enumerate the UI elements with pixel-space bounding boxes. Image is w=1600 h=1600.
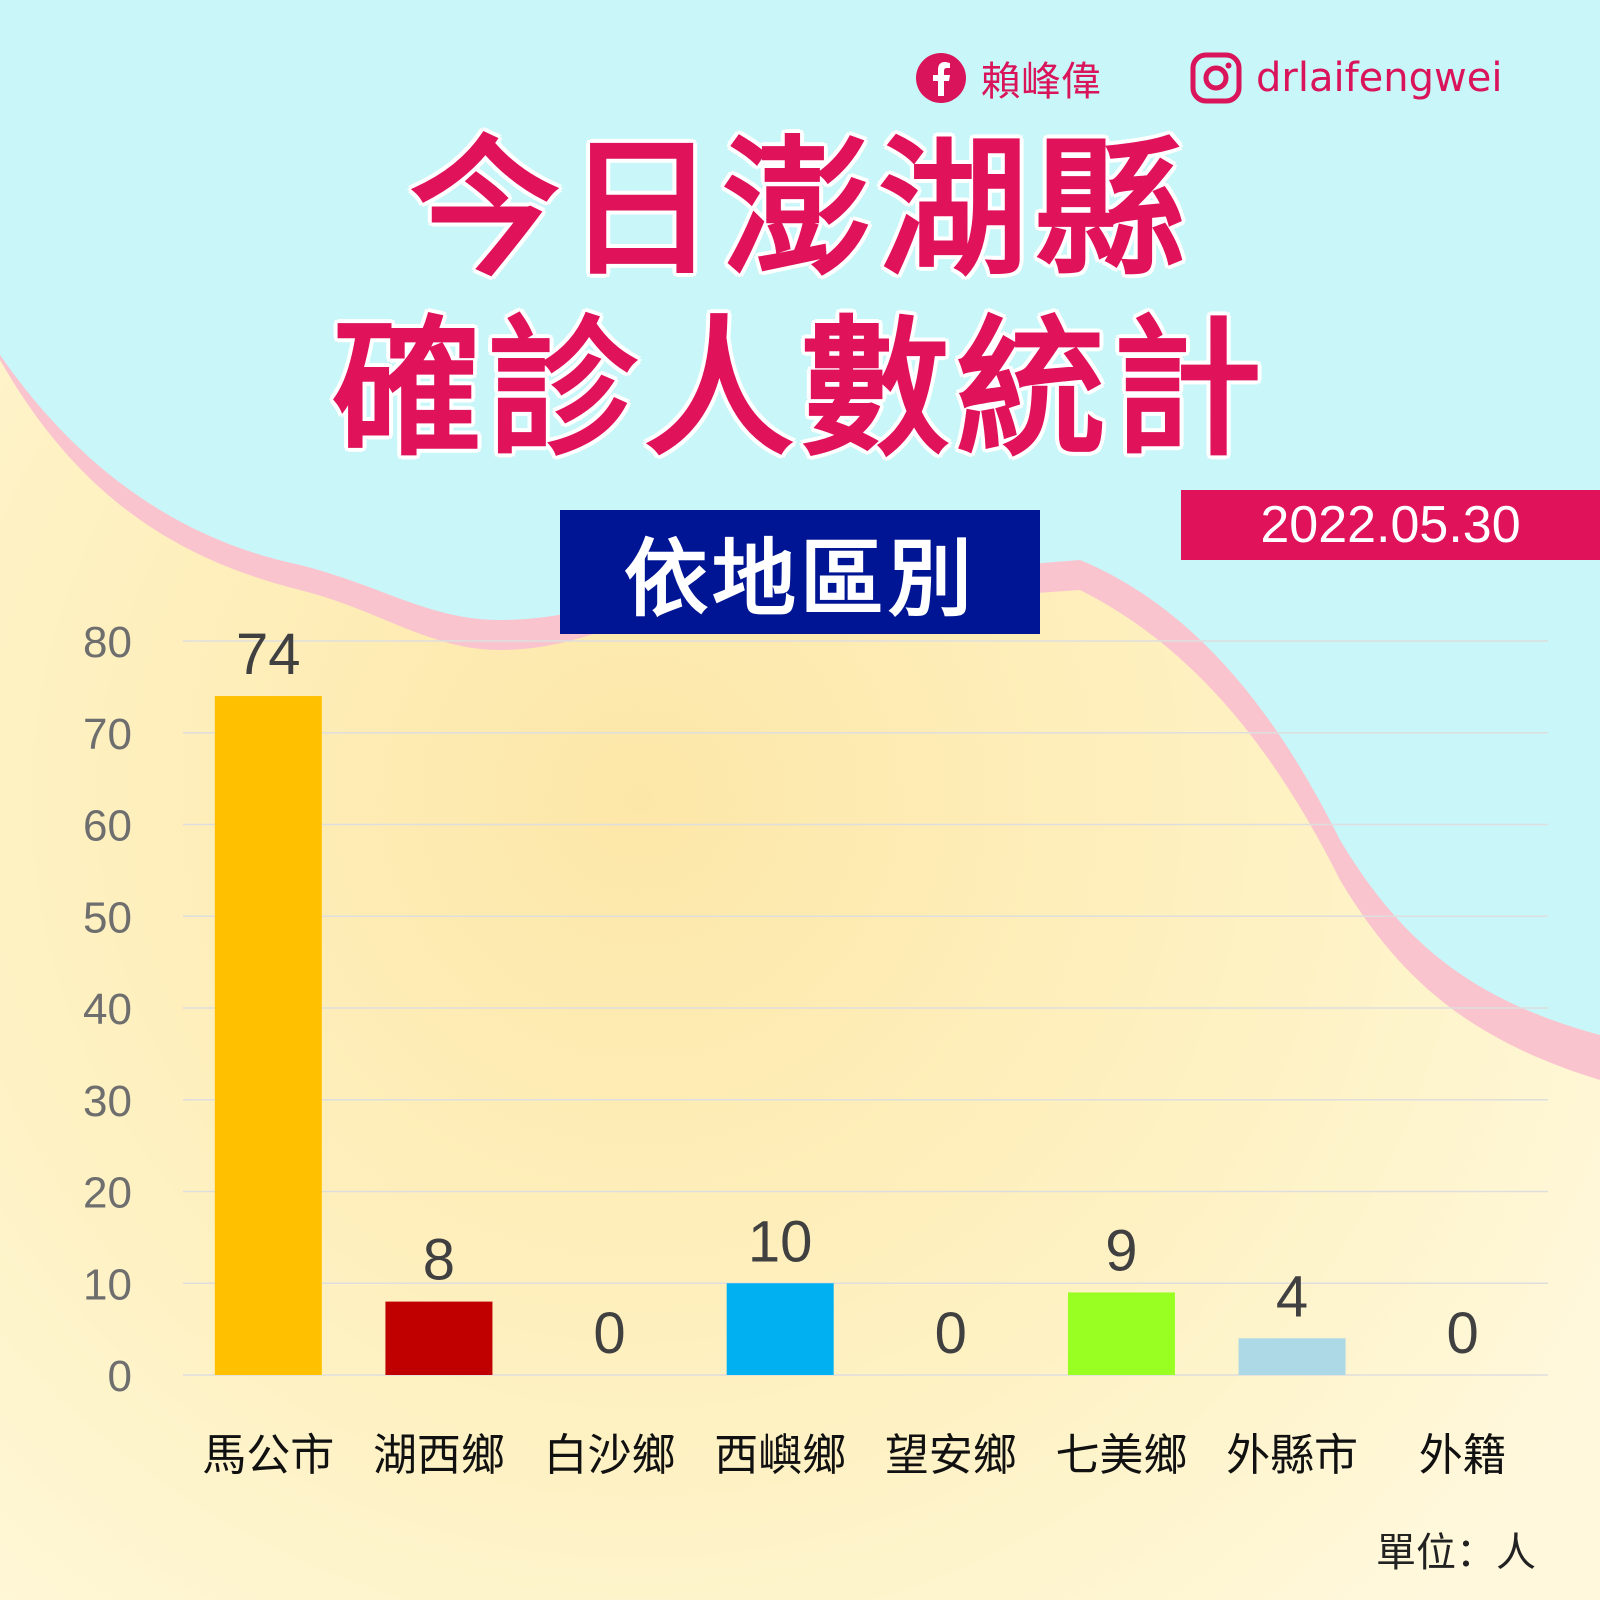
x-category-label: 外籍 — [1419, 1430, 1507, 1481]
x-category-label: 白沙鄉 — [544, 1430, 676, 1481]
y-tick-label: 30 — [83, 1077, 132, 1126]
bar — [726, 1283, 834, 1375]
date-badge: 2022.05.30 — [1181, 490, 1600, 560]
x-category-label: 西嶼鄉 — [714, 1430, 846, 1481]
bar — [1238, 1338, 1346, 1375]
instagram-handle[interactable]: drlaifengwei — [1190, 50, 1502, 106]
y-tick-label: 10 — [83, 1260, 132, 1309]
subtitle-badge: 依地區別 — [560, 510, 1040, 634]
y-tick-label: 80 — [83, 618, 132, 667]
y-tick-label: 50 — [83, 893, 132, 942]
facebook-handle[interactable]: 賴峰偉 — [915, 50, 1101, 106]
facebook-icon — [916, 53, 966, 103]
bar — [1067, 1292, 1175, 1375]
x-category-label: 馬公市 — [202, 1430, 334, 1481]
instagram-name: drlaifengwei — [1256, 55, 1503, 101]
y-tick-label: 60 — [83, 802, 132, 851]
x-category-label: 望安鄉 — [885, 1430, 1017, 1481]
data-label: 0 — [935, 1301, 967, 1366]
x-category-label: 湖西鄉 — [373, 1430, 505, 1481]
y-tick-label: 0 — [108, 1352, 132, 1401]
instagram-icon — [1190, 52, 1242, 104]
data-label: 8 — [423, 1228, 455, 1293]
unit-note: 單位：人 — [1376, 1530, 1536, 1576]
data-label: 9 — [1105, 1218, 1137, 1283]
x-category-label: 七美鄉 — [1055, 1430, 1187, 1481]
x-category-label: 外縣市 — [1226, 1430, 1358, 1481]
page-title-line1: 今日澎湖縣 — [409, 123, 1190, 297]
bar — [214, 696, 322, 1375]
data-label: 74 — [236, 622, 301, 687]
y-tick-label: 20 — [83, 1169, 132, 1218]
data-label: 4 — [1276, 1264, 1308, 1329]
facebook-name: 賴峰偉 — [981, 59, 1101, 105]
data-label: 0 — [593, 1301, 625, 1366]
page-title-line2: 確診人數統計 — [331, 303, 1268, 477]
data-label: 10 — [748, 1209, 813, 1274]
y-tick-label: 70 — [83, 710, 132, 759]
bar — [385, 1301, 493, 1375]
y-tick-label: 40 — [83, 985, 132, 1034]
data-label: 0 — [1447, 1301, 1479, 1366]
